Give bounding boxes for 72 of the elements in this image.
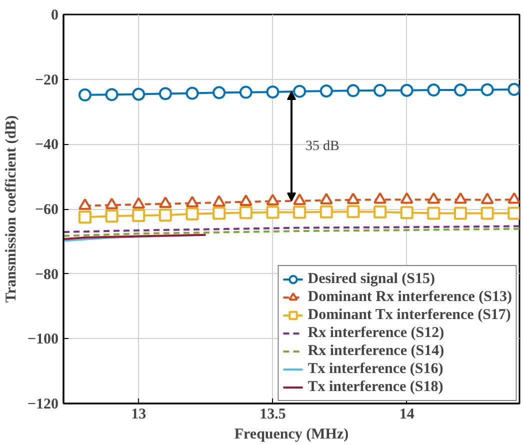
point	[266, 194, 280, 206]
point	[132, 208, 146, 222]
legend-label: Desired signal (S15)	[308, 270, 435, 288]
legend-label: Rx interference (S14)	[308, 342, 444, 360]
point	[78, 88, 92, 102]
point	[158, 208, 172, 222]
y-axis-title: Transmission coefficient (dB)	[3, 115, 20, 303]
point	[320, 205, 333, 218]
point	[320, 84, 333, 98]
point	[239, 206, 252, 220]
point	[374, 205, 387, 218]
point	[400, 192, 414, 204]
legend-label: Rx interference (S12)	[308, 324, 444, 342]
point	[186, 196, 199, 208]
point	[400, 206, 414, 220]
point	[374, 84, 387, 97]
y-tick-label: −120	[27, 396, 59, 412]
point	[105, 210, 118, 223]
point	[78, 198, 92, 210]
point	[508, 206, 520, 220]
legend-label: Dominant Tx interference (S17)	[308, 306, 511, 324]
point	[158, 196, 172, 208]
y-tick-label: −40	[34, 137, 59, 154]
point	[346, 192, 360, 204]
point	[186, 207, 199, 220]
point	[132, 88, 146, 101]
point	[105, 88, 118, 102]
point	[320, 192, 333, 204]
point	[454, 192, 467, 204]
point	[508, 192, 520, 204]
point	[480, 83, 494, 96]
y-tick-label: −100	[27, 332, 59, 348]
x-tick-label: 13	[131, 406, 146, 422]
y-tick-label: −60	[34, 202, 59, 218]
legend-label: Dominant Rx interference (S13)	[308, 288, 512, 306]
y-tick-label: −20	[34, 72, 59, 88]
point	[186, 86, 199, 100]
point	[480, 206, 494, 220]
legend-label: Tx interference (S16)	[308, 360, 444, 378]
point	[454, 84, 467, 97]
point	[480, 192, 494, 204]
y-tick-label: 0	[51, 8, 58, 24]
point	[427, 206, 440, 220]
y-tick-label: −80	[34, 266, 59, 283]
point	[105, 198, 118, 210]
legend-label: Tx interference (S18)	[308, 378, 444, 396]
point	[212, 86, 226, 100]
point	[400, 84, 414, 97]
point	[374, 192, 387, 204]
point	[239, 194, 252, 206]
point	[266, 206, 280, 219]
point	[78, 210, 92, 224]
point	[266, 85, 280, 98]
point	[212, 206, 226, 220]
point	[158, 87, 172, 100]
x-axis-title: Frequency (MHz)	[234, 426, 349, 442]
point	[346, 84, 360, 98]
point	[239, 86, 252, 99]
point	[427, 84, 440, 97]
point	[293, 194, 306, 206]
point	[293, 84, 306, 98]
point	[293, 206, 306, 219]
point	[427, 192, 440, 204]
point	[508, 82, 520, 96]
point	[212, 195, 226, 207]
point	[454, 206, 467, 220]
annotation: 35 dB	[306, 138, 340, 154]
x-tick-label: 13.5	[260, 406, 286, 422]
point	[346, 205, 360, 218]
point	[132, 197, 146, 209]
line-series	[64, 228, 520, 237]
x-tick-label: 14	[399, 406, 415, 422]
